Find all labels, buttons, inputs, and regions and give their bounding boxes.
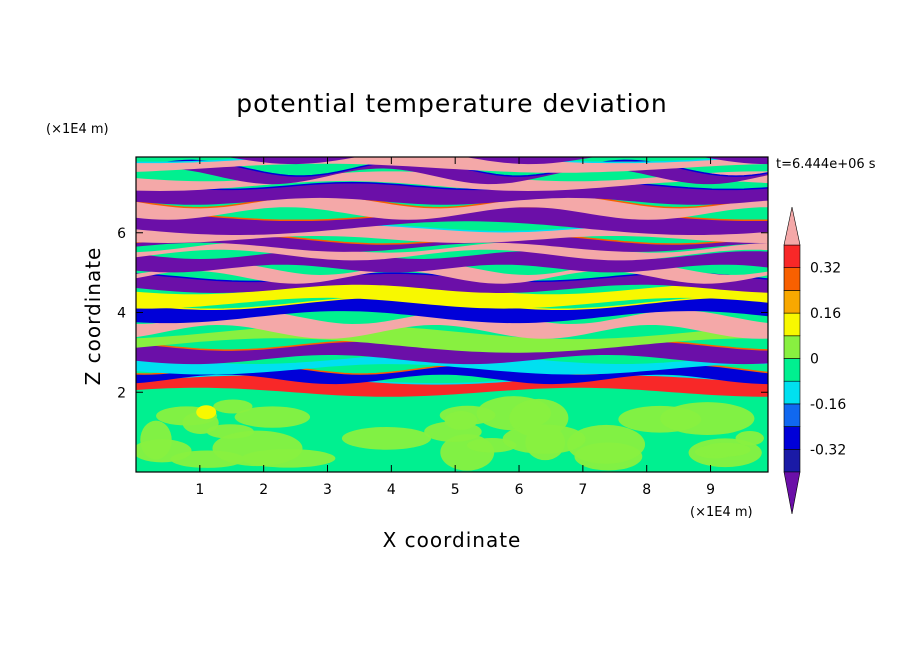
x-tick-label: 5 [451,482,460,498]
y-tick-label: 6 [117,226,126,242]
x-axis-ticks: 1 2 3 4 5 6 7 8 9 [195,157,715,498]
colorbar-tick-label: 0.16 [810,306,841,322]
colorbar-segment [783,426,801,450]
field-band [136,182,768,205]
field-band [136,310,768,339]
colorbar: 0.32 0.16 0 -0.16 -0.32 [783,206,846,515]
colorbar-segment [783,358,801,382]
x-tick-label: 4 [387,482,396,498]
x-axis-unit: (×1E4 m) [690,505,753,520]
x-tick-label: 6 [515,482,524,498]
y-tick-label: 2 [117,385,126,401]
field-patch [212,430,303,467]
colorbar-segment [783,403,801,427]
field-band-edge [136,157,766,164]
y-axis-label: Z coordinate [81,247,105,386]
colorbar-top-extension [783,206,801,246]
field-patch [234,406,311,428]
colorbar-segment [783,312,801,337]
y-axis-ticks: 2 4 6 [117,226,768,401]
field-patch [196,405,217,420]
colorbar-tick-label: -0.16 [810,397,846,413]
field-band-edge [136,181,768,191]
x-tick-label: 1 [195,482,204,498]
field-band [136,251,768,273]
field-patch [213,399,253,414]
field-band-edge [136,194,768,209]
colorbar-segment [783,448,801,473]
colorbar-tick-label: 0 [810,352,819,368]
field-patch [735,430,764,446]
field-band [136,234,768,252]
field-patch [660,402,755,435]
field-band [136,297,768,324]
colorbar-segment [783,244,801,269]
x-axis-label: X coordinate [383,528,522,552]
colorbar-segment [783,267,801,291]
x-tick-label: 9 [706,482,715,498]
field-band [136,273,768,293]
x-tick-label: 2 [259,482,268,498]
field-band [136,354,768,375]
field-patch [136,439,192,463]
x-tick-label: 8 [642,482,651,498]
field-band [227,157,768,165]
time-label: t=6.444e+06 s [776,157,876,172]
colorbar-segment [783,335,801,359]
field-patch [502,424,586,454]
field-band [136,283,768,309]
colorbar-segment [783,380,801,405]
colorbar-tick-label: 0.32 [810,261,841,277]
contour-field [136,157,768,472]
y-tick-label: 4 [117,306,126,322]
chart-title: potential temperature deviation [236,89,667,118]
field-patch [567,424,646,464]
field-patch [701,442,751,457]
colorbar-tick-label: -0.32 [810,442,846,458]
y-axis-unit: (×1E4 m) [46,122,109,137]
plot-frame [135,156,769,473]
x-tick-label: 3 [323,482,332,498]
colorbar-bottom-extension [783,471,801,515]
colorbar-segment [783,290,801,314]
field-patch [341,426,432,450]
field-band [136,171,768,191]
field-patch [444,410,478,430]
x-tick-label: 7 [578,482,587,498]
